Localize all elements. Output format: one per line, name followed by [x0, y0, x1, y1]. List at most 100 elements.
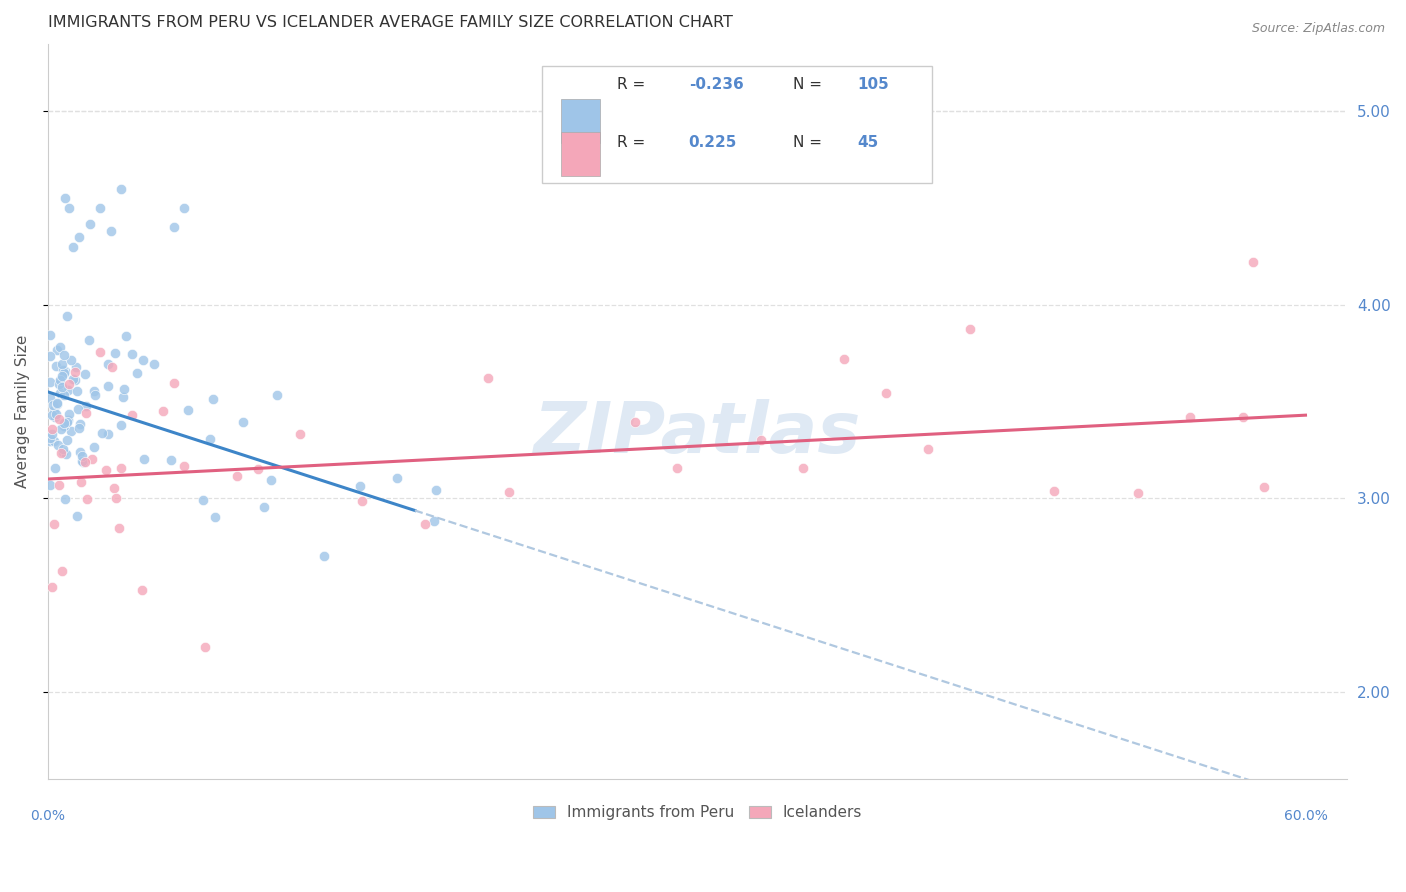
Point: [112, 390, 135, 404]
Point: [72, 455, 94, 469]
Text: Source: ZipAtlas.com: Source: ZipAtlas.com: [1251, 22, 1385, 36]
Point: [266, 388, 288, 402]
Point: [163, 220, 186, 235]
Point: [193, 493, 215, 508]
Point: [52, 363, 75, 377]
Text: N =: N =: [793, 136, 821, 151]
Point: [173, 201, 195, 215]
Point: [110, 418, 132, 433]
Point: [1126, 486, 1149, 500]
Point: [51, 380, 73, 394]
Point: [152, 404, 174, 418]
Point: [67, 421, 90, 435]
Point: [288, 427, 311, 442]
Point: [48, 372, 70, 386]
Point: [352, 494, 374, 508]
Point: [66, 402, 89, 417]
Point: [108, 521, 131, 535]
Point: [1043, 484, 1066, 499]
Point: [792, 461, 814, 475]
Point: [39, 349, 62, 363]
Point: [46, 396, 69, 410]
Text: 60.0%: 60.0%: [1284, 809, 1327, 823]
Point: [49, 374, 72, 388]
Point: [46, 438, 69, 452]
Point: [314, 549, 336, 564]
Text: 0.225: 0.225: [689, 136, 737, 151]
Point: [51, 357, 73, 371]
Point: [63, 364, 86, 378]
Point: [260, 473, 283, 487]
Point: [100, 224, 122, 238]
Point: [76, 492, 98, 507]
Point: [73, 368, 96, 382]
Point: [80, 451, 103, 466]
Point: [163, 376, 186, 391]
Text: 0.0%: 0.0%: [31, 809, 66, 823]
Point: [204, 509, 226, 524]
Point: [104, 345, 127, 359]
Text: ZIPatlas: ZIPatlas: [534, 399, 862, 467]
Point: [173, 458, 195, 473]
Point: [39, 431, 62, 445]
Point: [53, 418, 76, 433]
Text: -0.236: -0.236: [689, 77, 744, 92]
Point: [58, 407, 80, 421]
Point: [198, 433, 221, 447]
Point: [62, 372, 84, 386]
Text: N =: N =: [793, 77, 821, 92]
Point: [48, 339, 70, 353]
Point: [39, 478, 62, 492]
Point: [49, 445, 72, 459]
Point: [112, 382, 135, 396]
Point: [45, 343, 67, 358]
Point: [41, 408, 63, 422]
Point: [55, 447, 77, 461]
Point: [132, 452, 155, 467]
Point: [51, 445, 73, 459]
Point: [45, 408, 67, 422]
Point: [65, 359, 87, 374]
Point: [60, 424, 83, 438]
Point: [42, 434, 65, 448]
Point: [110, 461, 132, 475]
Point: [83, 384, 105, 398]
Point: [39, 327, 62, 342]
Point: [63, 373, 86, 387]
Point: [1232, 409, 1254, 424]
Point: [69, 444, 91, 458]
Point: [246, 462, 269, 476]
Point: [749, 433, 772, 447]
Point: [142, 357, 165, 371]
Point: [252, 500, 274, 515]
Point: [105, 491, 128, 505]
Point: [103, 481, 125, 495]
Point: [52, 388, 75, 402]
Point: [91, 426, 114, 441]
Point: [177, 403, 200, 417]
Point: [44, 460, 66, 475]
Point: [52, 416, 75, 430]
Legend: Immigrants from Peru, Icelanders: Immigrants from Peru, Icelanders: [527, 799, 869, 826]
Point: [132, 353, 155, 368]
Point: [75, 455, 97, 469]
Point: [48, 376, 70, 391]
Point: [42, 516, 65, 531]
Point: [89, 344, 111, 359]
Text: 45: 45: [858, 136, 879, 151]
Point: [115, 329, 138, 343]
Point: [83, 440, 105, 454]
Point: [97, 378, 120, 392]
Point: [423, 514, 446, 528]
Point: [1253, 480, 1275, 494]
Point: [101, 359, 124, 374]
Point: [110, 182, 132, 196]
Point: [66, 384, 89, 398]
Point: [79, 217, 101, 231]
Point: [44, 410, 66, 425]
FancyBboxPatch shape: [561, 132, 600, 176]
Point: [349, 479, 371, 493]
Point: [425, 483, 447, 498]
Point: [48, 411, 70, 425]
Point: [45, 359, 67, 373]
